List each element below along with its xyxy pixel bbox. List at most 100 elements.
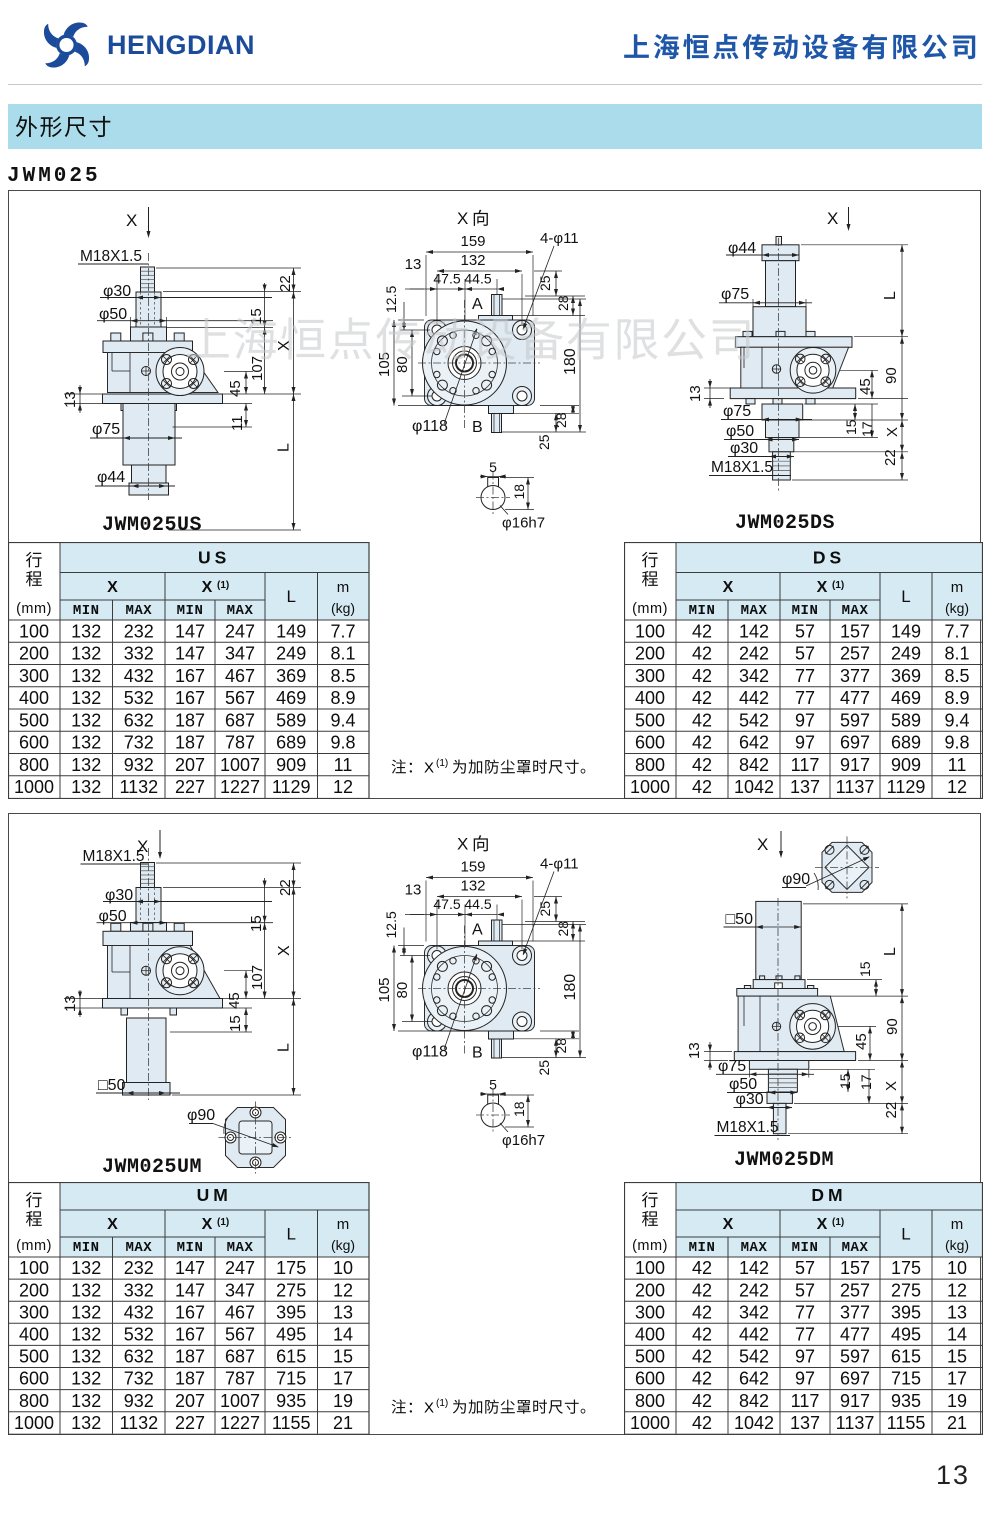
svg-text:495: 495: [276, 1325, 306, 1345]
svg-text:227: 227: [175, 777, 205, 797]
svg-text:42: 42: [692, 733, 712, 753]
svg-text:L: L: [286, 1225, 295, 1244]
svg-text:697: 697: [840, 733, 870, 753]
svg-text:φ50: φ50: [729, 1076, 757, 1093]
svg-text:532: 532: [124, 688, 154, 708]
svg-text:90: 90: [884, 1018, 901, 1035]
svg-text:φ44: φ44: [97, 469, 125, 486]
svg-text:25: 25: [536, 1060, 552, 1076]
svg-text:342: 342: [739, 666, 769, 686]
svg-text:180: 180: [562, 974, 579, 1001]
svg-text:12.5: 12.5: [383, 911, 399, 938]
svg-text:247: 247: [225, 1258, 255, 1278]
svg-text:689: 689: [891, 733, 921, 753]
svg-text:X: X: [883, 1081, 900, 1091]
svg-text:B: B: [472, 419, 483, 436]
svg-text:132: 132: [71, 777, 101, 797]
svg-text:MIN: MIN: [177, 603, 204, 619]
svg-text:147: 147: [175, 1280, 205, 1300]
svg-text:M18X1.5: M18X1.5: [717, 1119, 779, 1136]
svg-text:377: 377: [840, 666, 870, 686]
svg-text:732: 732: [124, 1369, 154, 1389]
svg-text:1155: 1155: [272, 1413, 311, 1433]
svg-text:φ44: φ44: [728, 240, 756, 257]
svg-text:1007: 1007: [220, 1391, 260, 1411]
svg-text:332: 332: [124, 1280, 154, 1300]
svg-text:467: 467: [225, 666, 255, 686]
svg-text:X: X: [424, 760, 434, 777]
svg-text:UM: UM: [197, 1185, 232, 1205]
svg-text:17: 17: [947, 1369, 967, 1389]
svg-text:42: 42: [692, 1302, 712, 1322]
svg-text:M18X1.5: M18X1.5: [83, 848, 145, 865]
svg-text:142: 142: [739, 1258, 769, 1278]
svg-text:(1): (1): [436, 758, 448, 769]
svg-text:147: 147: [175, 644, 205, 664]
svg-text:18: 18: [511, 484, 527, 500]
svg-text:200: 200: [635, 1280, 665, 1300]
svg-text:12: 12: [333, 1280, 353, 1300]
svg-text:X: X: [202, 579, 213, 596]
svg-text:(kg): (kg): [945, 1237, 969, 1253]
svg-text:(mm): (mm): [632, 601, 668, 617]
svg-text:X: X: [126, 211, 137, 230]
svg-text:DS: DS: [813, 548, 845, 568]
svg-text:9.4: 9.4: [944, 710, 969, 730]
svg-text:159: 159: [460, 859, 485, 876]
svg-text:17: 17: [333, 1369, 353, 1389]
svg-text:117: 117: [791, 1391, 820, 1411]
svg-text:97: 97: [795, 1347, 815, 1367]
svg-text:44.5: 44.5: [464, 896, 491, 912]
svg-text:7.7: 7.7: [330, 621, 355, 641]
svg-text:5: 5: [489, 459, 497, 475]
svg-text:MAX: MAX: [125, 1240, 152, 1256]
svg-text:1000: 1000: [630, 777, 670, 797]
svg-text:1155: 1155: [887, 1413, 926, 1433]
svg-text:(1): (1): [832, 580, 844, 591]
svg-text:687: 687: [225, 1347, 255, 1367]
svg-text:1227: 1227: [220, 777, 260, 797]
svg-text:132: 132: [71, 1369, 101, 1389]
svg-text:φ50: φ50: [99, 306, 127, 323]
svg-text:22: 22: [277, 275, 294, 292]
svg-text:42: 42: [692, 777, 712, 797]
svg-text:187: 187: [175, 1347, 205, 1367]
svg-text:167: 167: [175, 1302, 205, 1322]
svg-text:597: 597: [840, 710, 870, 730]
svg-text:(mm): (mm): [16, 601, 52, 617]
svg-text:200: 200: [19, 1280, 49, 1300]
svg-text:542: 542: [739, 1347, 769, 1367]
svg-text:MAX: MAX: [227, 603, 254, 619]
svg-text:257: 257: [840, 1280, 870, 1300]
svg-text:469: 469: [891, 688, 921, 708]
svg-text:697: 697: [840, 1369, 870, 1389]
svg-text:249: 249: [891, 644, 921, 664]
svg-text:25: 25: [537, 275, 553, 291]
svg-text:97: 97: [795, 1369, 815, 1389]
svg-text:477: 477: [840, 688, 870, 708]
svg-text:DM: DM: [811, 1185, 846, 1205]
svg-text:X: X: [817, 579, 828, 596]
svg-text:φ30: φ30: [736, 1091, 764, 1108]
svg-text:909: 909: [891, 755, 921, 775]
svg-text:45: 45: [857, 378, 874, 395]
svg-text:159: 159: [460, 233, 485, 250]
svg-text:11: 11: [334, 755, 353, 775]
svg-text:80: 80: [394, 982, 411, 999]
svg-text:10: 10: [333, 1258, 353, 1278]
svg-text:MIN: MIN: [177, 1240, 204, 1256]
svg-text:X: X: [202, 1216, 213, 1233]
svg-text:935: 935: [891, 1391, 921, 1411]
svg-text:A: A: [472, 922, 483, 939]
svg-text:JWM025DS: JWM025DS: [735, 512, 835, 535]
svg-text:15: 15: [843, 419, 859, 435]
svg-text:15: 15: [333, 1347, 353, 1367]
svg-text:132: 132: [71, 755, 101, 775]
svg-text:600: 600: [635, 1369, 665, 1389]
svg-text:8.9: 8.9: [330, 688, 355, 708]
svg-text:42: 42: [692, 755, 712, 775]
svg-text:247: 247: [225, 621, 255, 641]
svg-text:347: 347: [225, 1280, 255, 1300]
svg-text:19: 19: [947, 1391, 967, 1411]
svg-text:21: 21: [947, 1413, 967, 1433]
